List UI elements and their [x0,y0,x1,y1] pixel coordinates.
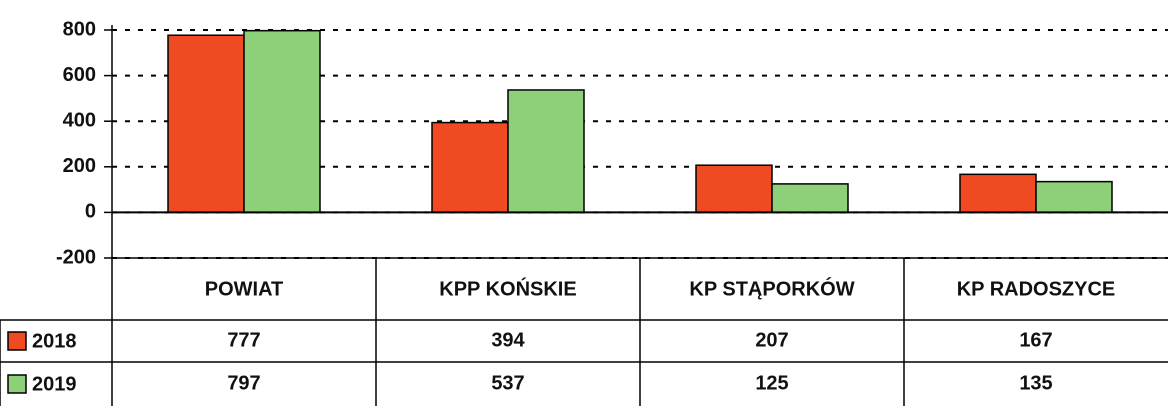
bar [1035,180,1113,214]
table-value: 797 [227,372,260,394]
x-tick-label: KP RADOSZYCE [957,278,1116,300]
legend-swatch [7,374,27,394]
y-tick-label: 200 [63,155,96,177]
bar [959,173,1037,214]
bar [771,183,849,214]
x-tick-label: KP STĄPORKÓW [689,276,854,300]
legend-label: 2018 [32,330,77,352]
table-value: 394 [491,329,525,351]
y-tick-label: 800 [63,18,96,40]
y-tick-label: 400 [63,109,96,131]
bar [167,34,245,214]
y-tick-label: 0 [85,201,96,223]
legend-swatch [7,331,27,351]
table-value: 537 [491,372,524,394]
table-value: 167 [1019,329,1052,351]
legend-label: 2019 [32,373,77,395]
bar [695,164,773,214]
x-tick-label: KPP KOŃSKIE [439,277,576,300]
table-value: 777 [227,329,260,351]
table-value: 125 [755,372,788,394]
bar [431,121,509,214]
x-tick-label: POWIAT [205,278,284,300]
y-tick-label: -200 [56,246,96,268]
bar [243,29,321,214]
y-tick-label: 600 [63,64,96,86]
table-value: 135 [1019,372,1052,394]
table-value: 207 [755,329,788,351]
bar [507,89,585,214]
